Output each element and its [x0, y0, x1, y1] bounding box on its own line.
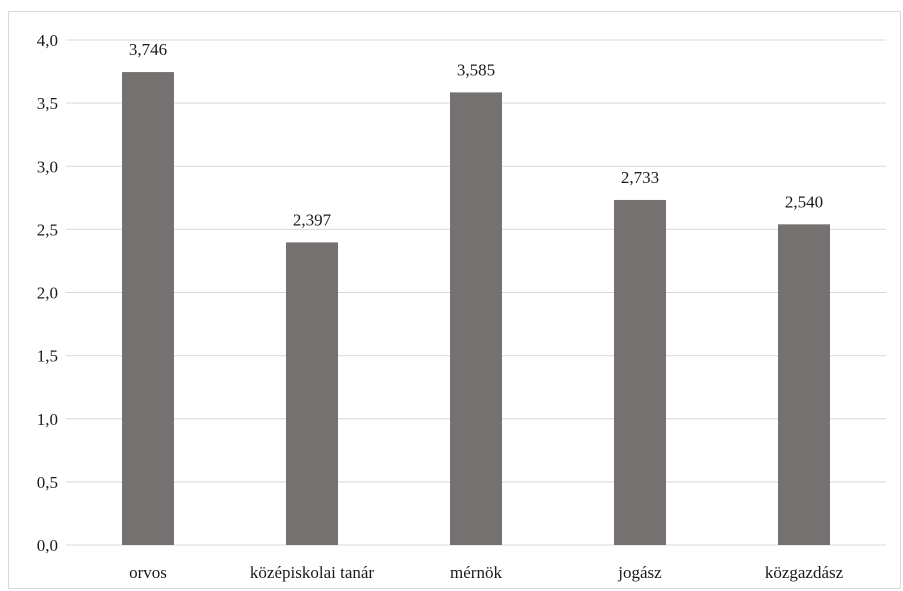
bar: [614, 199, 666, 546]
y-tick-label: 1,0: [37, 410, 58, 429]
y-tick-label: 0,0: [37, 536, 58, 555]
category-label: közgazdász: [765, 563, 844, 582]
category-label: középiskolai tanár: [250, 563, 374, 582]
data-label: 2,733: [621, 168, 659, 187]
data-label: 3,585: [457, 60, 495, 79]
data-label: 2,540: [785, 192, 823, 211]
bar: [778, 224, 830, 545]
data-label: 2,397: [293, 210, 332, 229]
bar: [122, 72, 174, 545]
y-tick-label: 4,0: [37, 31, 58, 50]
y-tick-label: 2,0: [37, 284, 58, 303]
category-label: jogász: [617, 563, 662, 582]
y-tick-label: 2,5: [37, 220, 58, 239]
y-tick-label: 3,0: [37, 157, 58, 176]
y-axis-tick-labels: 0,0 0,5 1,0 1,5 2,0 2,5 3,0 3,5 4,0: [37, 31, 58, 555]
data-label: 3,746: [129, 40, 167, 59]
y-tick-label: 0,5: [37, 473, 58, 492]
bars: [122, 72, 830, 546]
y-tick-label: 1,5: [37, 347, 58, 366]
y-tick-label: 3,5: [37, 94, 58, 113]
bar: [286, 242, 338, 545]
bar: [450, 92, 502, 546]
x-axis-category-labels: orvos középiskolai tanár mérnök jogász közga…: [129, 563, 844, 582]
category-label: mérnök: [450, 563, 502, 582]
category-label: orvos: [129, 563, 167, 582]
data-labels: 3,746 2,397 3,585 2,733 2,540: [129, 40, 823, 229]
